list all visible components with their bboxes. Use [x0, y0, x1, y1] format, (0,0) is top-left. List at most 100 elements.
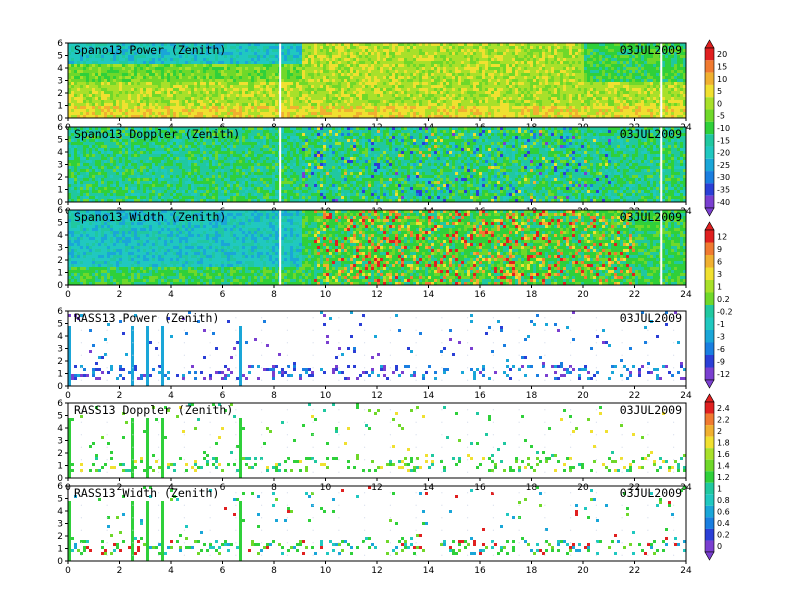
- heatmap-cell: [566, 88, 569, 91]
- heatmap-cell: [323, 64, 326, 67]
- heatmap-cell: [581, 43, 584, 46]
- heatmap-cell: [77, 46, 80, 49]
- heatmap-cell: [356, 73, 359, 76]
- heatmap-cell: [431, 106, 434, 109]
- heatmap-cell: [455, 82, 458, 85]
- heatmap-cell: [128, 103, 131, 106]
- heatmap-cell: [533, 91, 536, 94]
- heatmap-cell: [164, 76, 167, 79]
- heatmap-cell: [296, 58, 299, 61]
- heatmap-cell: [155, 97, 158, 100]
- heatmap-cell: [269, 79, 272, 82]
- heatmap-cell: [551, 61, 554, 64]
- heatmap-cell: [299, 91, 302, 94]
- heatmap-cell: [179, 67, 182, 70]
- heatmap-cell: [341, 109, 344, 112]
- heatmap-cell: [356, 94, 359, 97]
- heatmap-cell: [563, 46, 566, 49]
- heatmap-cell: [218, 52, 221, 55]
- heatmap-cell: [353, 112, 356, 115]
- heatmap-cell: [260, 88, 263, 91]
- heatmap-cell: [155, 85, 158, 88]
- heatmap-cell: [338, 49, 341, 52]
- heatmap-cell: [98, 97, 101, 100]
- heatmap-cell: [305, 55, 308, 58]
- heatmap-cell: [149, 79, 152, 82]
- heatmap-cell: [527, 100, 530, 103]
- heatmap-cell: [371, 61, 374, 64]
- heatmap-cell: [128, 79, 131, 82]
- heatmap-cell: [470, 55, 473, 58]
- heatmap-cell: [287, 97, 290, 100]
- heatmap-cell: [269, 73, 272, 76]
- heatmap-cell: [146, 58, 149, 61]
- heatmap-cell: [632, 103, 635, 106]
- heatmap-cell: [437, 94, 440, 97]
- heatmap-cell: [464, 112, 467, 115]
- heatmap-cell: [407, 64, 410, 67]
- heatmap-cell: [374, 61, 377, 64]
- heatmap-cell: [227, 79, 230, 82]
- heatmap-cell: [425, 52, 428, 55]
- heatmap-cell: [548, 49, 551, 52]
- heatmap-cell: [125, 115, 128, 118]
- heatmap-cell: [338, 61, 341, 64]
- heatmap-cells: [68, 43, 686, 118]
- heatmap-cell: [662, 43, 665, 46]
- heatmap-cell: [386, 79, 389, 82]
- heatmap-cell: [281, 49, 284, 52]
- heatmap-cell: [95, 88, 98, 91]
- heatmap-cell: [185, 67, 188, 70]
- heatmap-cell: [179, 76, 182, 79]
- heatmap-cell: [338, 55, 341, 58]
- heatmap-cell: [389, 73, 392, 76]
- heatmap-cell: [515, 55, 518, 58]
- heatmap-cell: [179, 79, 182, 82]
- heatmap-cell: [290, 64, 293, 67]
- heatmap-cell: [590, 106, 593, 109]
- heatmap-cell: [557, 52, 560, 55]
- heatmap-cell: [413, 61, 416, 64]
- heatmap-cell: [404, 88, 407, 91]
- heatmap-cell: [647, 85, 650, 88]
- heatmap-cell: [599, 58, 602, 61]
- heatmap-cell: [86, 67, 89, 70]
- heatmap-cell: [599, 55, 602, 58]
- heatmap-cell: [320, 52, 323, 55]
- heatmap-cell: [200, 55, 203, 58]
- heatmap-cell: [536, 100, 539, 103]
- heatmap-cell: [359, 109, 362, 112]
- heatmap-cell: [548, 94, 551, 97]
- heatmap-cell: [227, 76, 230, 79]
- heatmap-cell: [488, 43, 491, 46]
- heatmap-cell: [302, 100, 305, 103]
- heatmap-cell: [449, 106, 452, 109]
- heatmap-cell: [173, 58, 176, 61]
- heatmap-cell: [197, 85, 200, 88]
- heatmap-cell: [425, 79, 428, 82]
- heatmap-cell: [374, 70, 377, 73]
- heatmap-cell: [143, 73, 146, 76]
- heatmap-cell: [197, 109, 200, 112]
- heatmap-cell: [212, 106, 215, 109]
- heatmap-cell: [377, 61, 380, 64]
- heatmap-cell: [128, 52, 131, 55]
- heatmap-cell: [422, 97, 425, 100]
- heatmap-cell: [425, 88, 428, 91]
- heatmap-cell: [464, 73, 467, 76]
- heatmap-cell: [587, 43, 590, 46]
- heatmap-cell: [86, 91, 89, 94]
- heatmap-cell: [269, 100, 272, 103]
- heatmap-cell: [611, 76, 614, 79]
- heatmap-cell: [641, 43, 644, 46]
- heatmap-cell: [83, 115, 86, 118]
- heatmap-cell: [323, 91, 326, 94]
- heatmap-cell: [176, 43, 179, 46]
- heatmap-cell: [203, 97, 206, 100]
- heatmap-cell: [401, 46, 404, 49]
- heatmap-cell: [185, 52, 188, 55]
- heatmap-cell: [179, 43, 182, 46]
- heatmap-cell: [437, 43, 440, 46]
- heatmap-cell: [593, 100, 596, 103]
- heatmap-cell: [611, 58, 614, 61]
